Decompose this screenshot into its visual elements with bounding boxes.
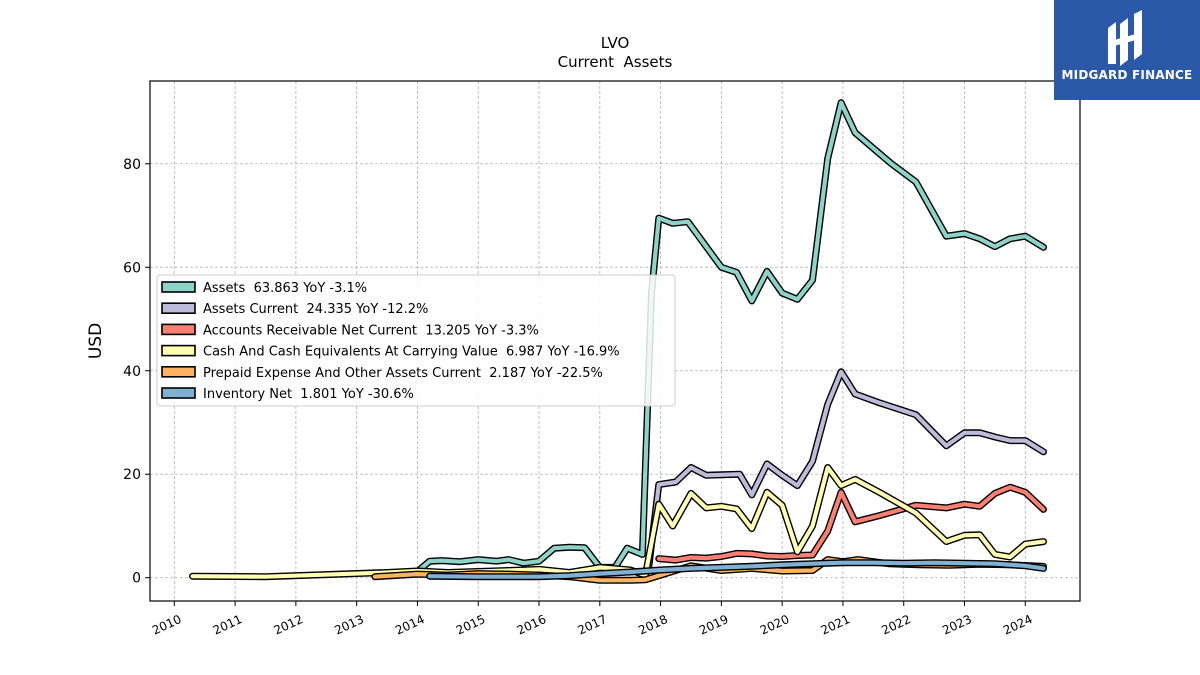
x-tick-label: 2011: [211, 612, 245, 638]
x-tick-label: 2013: [332, 612, 366, 638]
legend-label: Prepaid Expense And Other Assets Current…: [203, 366, 603, 381]
chart-title: LVO: [601, 34, 630, 52]
series-2: [655, 483, 1047, 564]
legend-label: Accounts Receivable Net Current 13.205 Y…: [203, 323, 539, 338]
series-5: [426, 559, 1047, 581]
y-axis-label: USD: [86, 323, 106, 359]
logo-mark-icon: [1108, 10, 1142, 66]
y-tick-label: 0: [132, 571, 141, 587]
series-line: [656, 485, 1046, 563]
series-line: [427, 560, 1046, 579]
x-tick-label: 2019: [697, 612, 731, 638]
y-tick-label: 60: [123, 260, 141, 276]
legend: Assets 63.863 YoY -3.1% Assets Current 24…: [156, 274, 676, 407]
legend-swatch: [161, 281, 196, 293]
x-tick-label: 2021: [819, 612, 853, 638]
y-axis: 0 20 40 60 80: [123, 157, 150, 587]
x-tick-label: 2018: [636, 612, 670, 638]
x-axis: 2010 2011 2012 2013 2014 2015 2016 2017 2018 2019…: [150, 601, 1035, 638]
legend-label: Cash And Cash Equivalents At Carrying Va…: [203, 345, 620, 360]
x-tick-label: 2012: [272, 612, 306, 638]
legend-swatch: [161, 323, 196, 336]
series-line: [415, 100, 1046, 574]
series-line: [646, 369, 1046, 573]
legend-swatch: [161, 387, 196, 399]
series-0: [414, 99, 1047, 575]
logo-text: MIDGARD FINANCE: [1061, 68, 1193, 82]
plot-frame: [149, 80, 1081, 602]
series-line-outline: [655, 483, 1047, 564]
x-tick-label: 2020: [758, 612, 792, 638]
x-tick-label: 2023: [940, 612, 974, 638]
x-tick-label: 2015: [454, 612, 488, 638]
series-lines: [189, 99, 1047, 584]
y-tick-label: 40: [123, 364, 141, 380]
x-tick-label: 2010: [150, 612, 184, 638]
legend-swatch: [161, 365, 196, 378]
x-tick-label: 2022: [879, 612, 913, 638]
series-1: [644, 368, 1047, 574]
legend-label: Inventory Net 1.801 YoY -30.6%: [203, 387, 414, 402]
midgard-finance-logo: MIDGARD FINANCE: [1054, 0, 1200, 100]
x-tick-label: 2014: [393, 612, 427, 638]
y-tick-label: 80: [123, 157, 141, 173]
legend-label: Assets 63.863 YoY -3.1%: [203, 281, 367, 296]
y-tick-label: 20: [123, 467, 141, 483]
chart-subtitle: Current Assets: [558, 53, 673, 71]
legend-box: [156, 274, 676, 407]
legend-label: Assets Current 24.335 YoY -12.2%: [203, 302, 428, 317]
legend-swatch: [161, 302, 196, 315]
x-tick-label: 2024: [1001, 612, 1035, 638]
x-tick-label: 2016: [515, 612, 549, 638]
x-tick-label: 2017: [575, 612, 609, 638]
legend-swatch: [161, 344, 196, 357]
